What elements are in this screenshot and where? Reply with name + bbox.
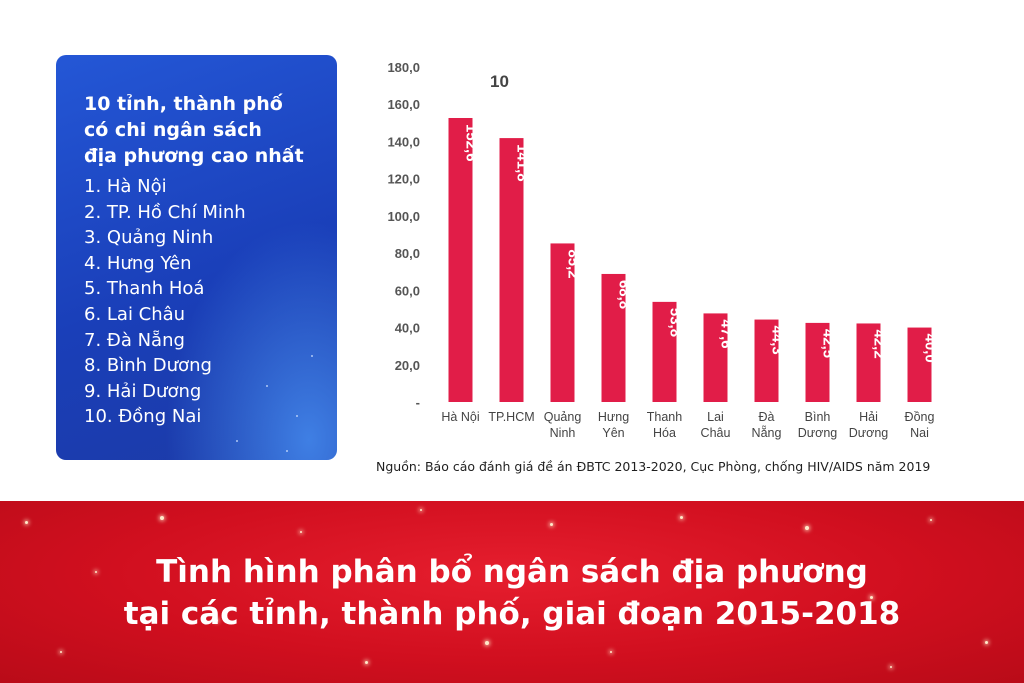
bar bbox=[601, 273, 626, 402]
x-tick-label: Hưng bbox=[598, 410, 629, 424]
bar bbox=[703, 313, 728, 402]
banner-title: Tình hình phân bổ ngân sách địa phương t… bbox=[0, 551, 1024, 635]
x-tick-label: Hà Nội bbox=[441, 410, 479, 424]
banner-title-line: Tình hình phân bổ ngân sách địa phương bbox=[156, 554, 868, 590]
rank-item: 1. Hà Nội bbox=[84, 176, 167, 197]
rank-item: 8. Bình Dương bbox=[84, 355, 212, 377]
y-tick-label: 100,0 bbox=[387, 209, 420, 224]
y-tick-label: 180,0 bbox=[387, 60, 420, 75]
x-tick-label: Thanh bbox=[647, 410, 682, 424]
bar bbox=[550, 243, 575, 402]
bar-value-label: 44,3 bbox=[769, 326, 786, 355]
x-tick-label: Châu bbox=[701, 426, 731, 440]
y-tick-label: 80,0 bbox=[395, 246, 420, 261]
y-tick-label: 60,0 bbox=[395, 283, 420, 298]
title-banner: Tình hình phân bổ ngân sách địa phương t… bbox=[0, 501, 1024, 683]
x-tick-label: Đà bbox=[759, 410, 775, 424]
x-tick-label: Ninh bbox=[550, 426, 576, 440]
source-note: Nguồn: Báo cáo đánh giá đề án ĐBTC 2013-… bbox=[376, 459, 931, 474]
bar bbox=[856, 323, 881, 402]
panel-title: 10 tỉnh, thành phố có chi ngân sách địa … bbox=[84, 91, 334, 169]
x-tick-label: Nẵng bbox=[752, 425, 782, 440]
bar-value-label: 85,2 bbox=[565, 249, 582, 278]
bar bbox=[754, 319, 779, 402]
x-tick-label: Nai bbox=[910, 426, 929, 440]
bar-value-label: 152,6 bbox=[463, 124, 480, 162]
x-tick-label: Quảng bbox=[544, 410, 582, 424]
bar-chart-svg: 10 - 20,0 40,0 60,0 80,0 100,0 120,0 140,0 160,0 1… bbox=[387, 60, 939, 440]
panel-title-line: địa phương cao nhất bbox=[84, 145, 304, 167]
bar-value-label: 47,6 bbox=[718, 319, 735, 348]
bar-value-label: 68,8 bbox=[616, 280, 633, 309]
y-tick-label: 140,0 bbox=[387, 134, 420, 149]
y-tick-label: 160,0 bbox=[387, 97, 420, 112]
x-tick-label: Yên bbox=[602, 426, 624, 440]
bar bbox=[499, 138, 524, 402]
y-tick-label: - bbox=[416, 395, 420, 410]
x-tick-label: TP.HCM bbox=[488, 410, 534, 424]
rank-item: 2. TP. Hồ Chí Minh bbox=[84, 201, 246, 223]
bar bbox=[652, 301, 677, 402]
rank-item: 6. Lai Châu bbox=[84, 303, 186, 325]
bar-value-label: 53,8 bbox=[667, 308, 684, 337]
rank-item: 7. Đà Nẵng bbox=[84, 329, 185, 351]
y-tick-label: 20,0 bbox=[395, 358, 420, 373]
panel-title-line: 10 tỉnh, thành phố bbox=[84, 93, 283, 115]
bar-chart: 10 - 20,0 40,0 60,0 80,0 100,0 120,0 140,0 160,0 1… bbox=[360, 50, 960, 450]
rank-item: 9. Hải Dương bbox=[84, 380, 202, 402]
rank-item: 4. Hưng Yên bbox=[84, 252, 192, 274]
bar-value-label: 42,2 bbox=[871, 329, 888, 358]
chart-title: 10 bbox=[490, 72, 509, 91]
rank-item: 5. Thanh Hoá bbox=[84, 278, 205, 300]
rank-list: 1. Hà Nội 2. TP. Hồ Chí Minh 3. Quảng Ni… bbox=[84, 174, 246, 430]
y-tick-label: 120,0 bbox=[387, 172, 420, 187]
top10-panel: 10 tỉnh, thành phố có chi ngân sách địa … bbox=[56, 55, 337, 460]
bar-value-label: 40,0 bbox=[922, 334, 939, 363]
bar bbox=[805, 322, 830, 402]
x-tick-label: Dương bbox=[798, 426, 838, 440]
x-tick-label: Hóa bbox=[653, 426, 676, 440]
x-tick-label: Hải bbox=[859, 410, 878, 424]
x-tick-label: Bình bbox=[805, 410, 831, 424]
x-tick-label: Đồng bbox=[905, 410, 935, 424]
bar bbox=[448, 117, 473, 402]
banner-title-line: tại các tỉnh, thành phố, giai đoạn 2015-… bbox=[123, 596, 901, 632]
rank-item: 3. Quảng Ninh bbox=[84, 227, 214, 249]
bar bbox=[907, 327, 932, 402]
y-tick-label: 40,0 bbox=[395, 321, 420, 336]
bar-value-label: 42,5 bbox=[820, 329, 837, 358]
bar-value-label: 141,8 bbox=[514, 144, 531, 182]
panel-title-line: có chi ngân sách bbox=[84, 119, 262, 141]
rank-item: 10. Đồng Nai bbox=[84, 406, 202, 428]
x-tick-label: Dương bbox=[849, 426, 889, 440]
x-tick-label: Lai bbox=[707, 410, 724, 424]
